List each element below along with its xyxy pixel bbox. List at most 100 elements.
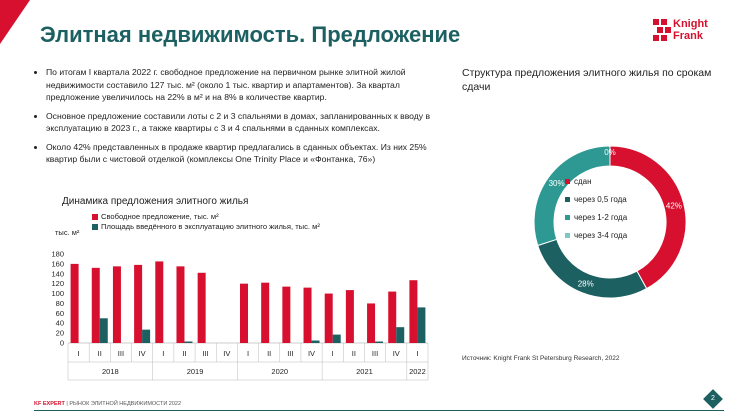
x-tick-label: III — [203, 349, 209, 358]
bar-supply — [197, 272, 206, 343]
x-tick-label: I — [247, 349, 249, 358]
page-title: Элитная недвижимость. Предложение — [40, 22, 461, 47]
x-tick-label: II — [98, 349, 102, 358]
donut-value-label: 42% — [666, 202, 682, 211]
bar-supply — [324, 293, 333, 343]
y-tick-label: 180 — [51, 250, 64, 259]
bullet-list: По итогам I квартала 2022 г. свободное п… — [34, 66, 446, 172]
y-tick-label: 40 — [56, 319, 64, 328]
donut-legend-label: сдан — [574, 177, 592, 186]
bar-supply — [303, 287, 312, 343]
knight-frank-logo: Knight Frank — [653, 18, 713, 48]
bar-supply — [240, 283, 248, 343]
y-tick-label: 80 — [56, 299, 64, 308]
donut-value-label: 0% — [604, 148, 616, 157]
x-tick-label: II — [182, 349, 186, 358]
logo-line-1: Knight — [673, 18, 708, 30]
page-number: 2 — [711, 395, 715, 402]
bar-supply — [282, 286, 291, 343]
bar-supply — [409, 280, 418, 343]
y-tick-label: 120 — [51, 279, 64, 288]
bar-completed — [311, 340, 320, 343]
donut-legend-swatch — [565, 179, 570, 185]
x-tick-label: III — [287, 349, 293, 358]
legend-label-completed: Площадь введённого в эксплуатацию элитно… — [101, 222, 320, 231]
x-tick-label: I — [78, 349, 80, 358]
x-tick-label: I — [332, 349, 334, 358]
x-tick-label: IV — [393, 349, 400, 358]
y-tick-label: 100 — [51, 289, 64, 298]
bar-completed — [375, 341, 384, 343]
donut-value-label: 30% — [549, 179, 565, 188]
bar-chart-title: Динамика предложения элитного жилья — [62, 196, 249, 207]
legend-swatch-red — [92, 214, 98, 220]
y-tick-label: 20 — [56, 329, 64, 338]
logo-grid-icon — [653, 19, 671, 43]
x-tick-label: III — [118, 349, 124, 358]
year-label: 2018 — [102, 367, 119, 376]
bar-supply — [261, 282, 270, 343]
donut-legend-label: через 3-4 года — [574, 231, 628, 240]
donut-legend-swatch — [565, 233, 570, 239]
bullet-item: По итогам I квартала 2022 г. свободное п… — [46, 66, 446, 104]
legend-item-completed: Площадь введённого в эксплуатацию элитно… — [92, 222, 320, 231]
footer: KF EXPERT | РЫНОК ЭЛИТНОЙ НЕДВИЖИМОСТИ 2… — [34, 401, 181, 407]
year-label: 2021 — [356, 367, 373, 376]
bar-completed — [184, 341, 193, 343]
legend-item-supply: Свободное предложение, тыс. м² — [92, 212, 219, 221]
bar-supply — [388, 291, 397, 343]
donut-slice — [537, 238, 648, 299]
year-label: 2022 — [409, 367, 426, 376]
logo-line-2: Frank — [673, 30, 703, 42]
bar-completed — [99, 318, 108, 343]
y-tick-label: 140 — [51, 269, 64, 278]
donut-legend-swatch — [565, 197, 570, 203]
corner-accent — [0, 0, 30, 44]
source-note: Источник: Knight Frank St Petersburg Res… — [462, 355, 620, 362]
legend-swatch-teal — [92, 224, 98, 230]
y-axis-unit-label: тыс. м² — [55, 228, 80, 237]
bar-supply — [70, 263, 79, 343]
bar-completed — [332, 334, 341, 343]
x-tick-label: IV — [139, 349, 146, 358]
donut-legend-label: через 1-2 года — [574, 213, 628, 222]
footer-brand: KF EXPERT — [34, 401, 65, 407]
x-tick-label: IV — [308, 349, 315, 358]
x-tick-label: II — [352, 349, 356, 358]
bar-supply — [176, 266, 185, 343]
donut-legend-swatch — [565, 215, 570, 221]
x-tick-label: III — [372, 349, 378, 358]
year-label: 2020 — [271, 367, 288, 376]
bar-supply — [134, 264, 143, 343]
x-tick-label: IV — [223, 349, 230, 358]
legend-label-supply: Свободное предложение, тыс. м² — [101, 212, 219, 221]
bullet-item: Основное предложение составили лоты с 2 … — [46, 110, 446, 135]
donut-legend-item: через 3-4 года — [565, 231, 627, 240]
bullet-item: Около 42% представленных в продаже кварт… — [46, 141, 446, 166]
donut-legend-item: через 0,5 года — [565, 195, 627, 204]
bar-supply — [112, 266, 121, 343]
y-tick-label: 160 — [51, 259, 64, 268]
footer-rule — [34, 410, 724, 411]
donut-slice — [533, 145, 611, 247]
donut-legend-item: сдан — [565, 177, 592, 186]
year-label: 2019 — [187, 367, 204, 376]
bar-completed — [396, 327, 405, 343]
donut-chart-title: Структура предложения элитного жилья по … — [462, 67, 712, 93]
x-tick-label: II — [267, 349, 271, 358]
y-tick-label: 60 — [56, 309, 64, 318]
donut-legend-item: через 1-2 года — [565, 213, 627, 222]
y-tick-label: 0 — [60, 339, 64, 348]
donut-value-label: 28% — [578, 279, 594, 288]
bar-completed — [417, 307, 426, 343]
bar-supply — [345, 290, 354, 343]
x-tick-label: I — [416, 349, 418, 358]
bar-supply — [91, 267, 100, 343]
x-tick-label: I — [162, 349, 164, 358]
bar-supply — [155, 261, 164, 343]
bar-completed — [142, 329, 151, 343]
footer-text: | РЫНОК ЭЛИТНОЙ НЕДВИЖИМОСТИ 2022 — [64, 401, 182, 407]
bar-supply — [367, 303, 376, 343]
